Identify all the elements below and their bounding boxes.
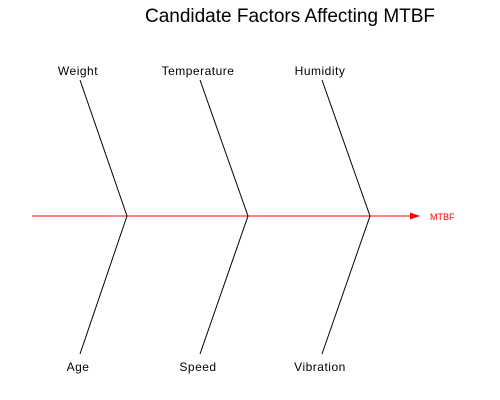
arrowhead: [410, 212, 420, 220]
cause-label-age: Age: [67, 360, 90, 374]
effect-label: MTBF: [430, 212, 455, 222]
bone-humidity: [321, 79, 371, 217]
bone-speed: [199, 215, 249, 355]
cause-label-speed: Speed: [179, 360, 216, 374]
bone-age: [79, 215, 128, 355]
bone-vibration: [321, 215, 371, 355]
bone-weight: [79, 79, 128, 217]
cause-label-vibration: Vibration: [294, 360, 346, 374]
cause-label-weight: Weight: [58, 64, 98, 78]
diagram-title: Candidate Factors Affecting MTBF: [145, 6, 435, 27]
cause-label-temperature: Temperature: [162, 64, 235, 78]
bone-temperature: [199, 79, 249, 217]
cause-label-humidity: Humidity: [295, 64, 346, 78]
